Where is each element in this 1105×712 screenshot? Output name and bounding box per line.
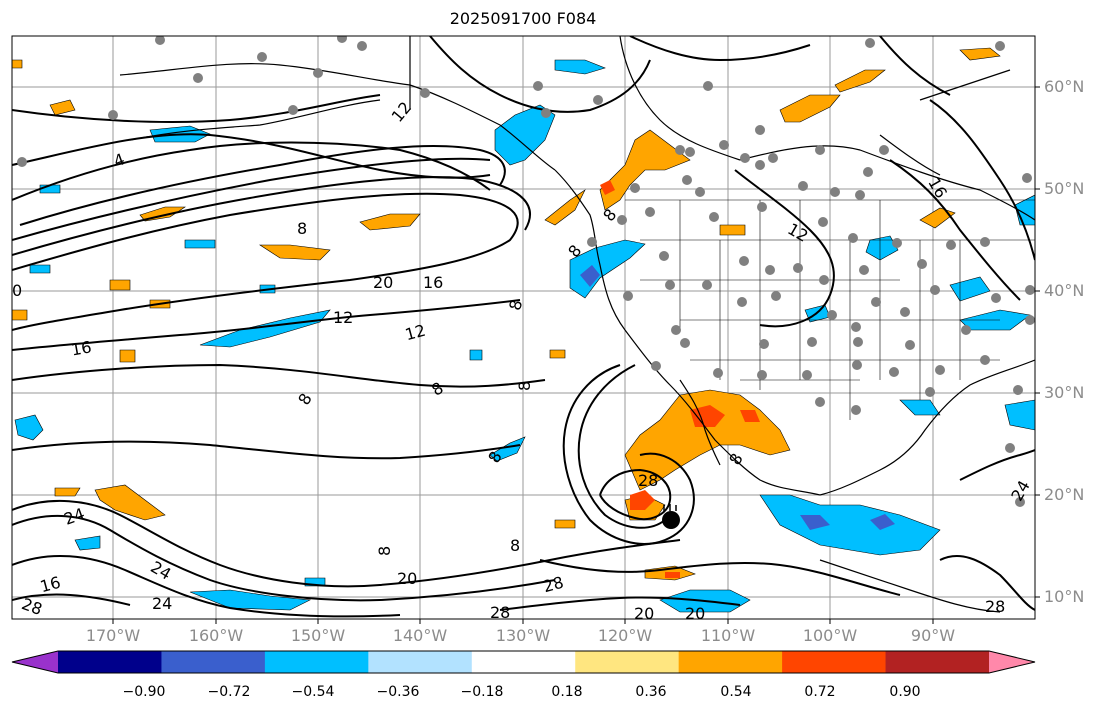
contour-label: 20 <box>373 273 393 292</box>
contour-label: 28 <box>638 471 658 490</box>
lat-label-50n: 50°N <box>1044 179 1085 198</box>
state-borders <box>625 199 1035 420</box>
colorbar-tick-label: 0.54 <box>720 684 752 700</box>
colorbar-tick-label: 0.18 <box>551 684 583 700</box>
contour-label: 12 <box>403 321 428 345</box>
lon-label-140w: 140°W <box>392 626 448 645</box>
colorbar-tick-label: 0.36 <box>635 684 667 700</box>
colorbar-tick-label: −0.54 <box>291 684 335 700</box>
tropical-cyclone-marker <box>662 504 680 529</box>
lon-label-170w: 170°W <box>85 626 141 645</box>
lon-label-90w: 90°W <box>910 626 956 645</box>
station-markers <box>17 36 1035 507</box>
strong-positive-shading <box>600 180 760 578</box>
lat-label-30n: 30°N <box>1044 383 1085 402</box>
lat-label-40n: 40°N <box>1044 281 1085 300</box>
colorbar-tick-label: 0.90 <box>889 684 921 700</box>
contour-label: 16 <box>70 337 93 359</box>
lon-label-130w: 130°W <box>495 626 551 645</box>
lon-label-110w: 110°W <box>700 626 756 645</box>
lat-label-10n: 10°N <box>1044 587 1085 606</box>
strong-negative-shading <box>580 265 895 530</box>
contour-label: 16 <box>423 273 443 292</box>
colorbar-tick-label: −0.90 <box>122 684 166 700</box>
contour-label: 8 <box>297 219 307 238</box>
contour-label: 20 <box>685 604 705 623</box>
contour-label: 8 <box>375 546 394 556</box>
contour-label: 12 <box>333 308 353 327</box>
contour-label: 16 <box>38 573 63 597</box>
contour-label: 28 <box>985 597 1005 616</box>
contour-label: 28 <box>541 573 566 597</box>
colorbar-tick-label: 0.72 <box>804 684 836 700</box>
lon-label-160w: 160°W <box>188 626 244 645</box>
contour-label: 8 <box>505 298 526 313</box>
colorbar-tick-label: −0.36 <box>376 684 420 700</box>
graticule <box>12 36 1035 619</box>
contour-label: 0 <box>12 281 22 300</box>
contour-label: 24 <box>152 594 172 613</box>
lat-ticks <box>1035 86 1040 598</box>
lon-label-100w: 100°W <box>802 626 858 645</box>
lon-label-120w: 120°W <box>597 626 653 645</box>
contour-label: 8 <box>510 536 520 555</box>
contour-label: 20 <box>397 569 417 588</box>
map-title: 2025091700 F084 <box>449 9 597 28</box>
lat-label-60n: 60°N <box>1044 77 1085 96</box>
contour-label: 28 <box>490 603 510 622</box>
lat-label-20n: 20°N <box>1044 485 1085 504</box>
lon-ticks <box>112 619 934 624</box>
contour-label: 20 <box>634 604 654 623</box>
contour-lines <box>12 36 1035 618</box>
colorbar-tick-label: −0.18 <box>460 684 504 700</box>
colorbar-tick-label: −0.72 <box>207 684 251 700</box>
contour-label: 8 <box>515 381 534 391</box>
lon-label-150w: 150°W <box>290 626 346 645</box>
